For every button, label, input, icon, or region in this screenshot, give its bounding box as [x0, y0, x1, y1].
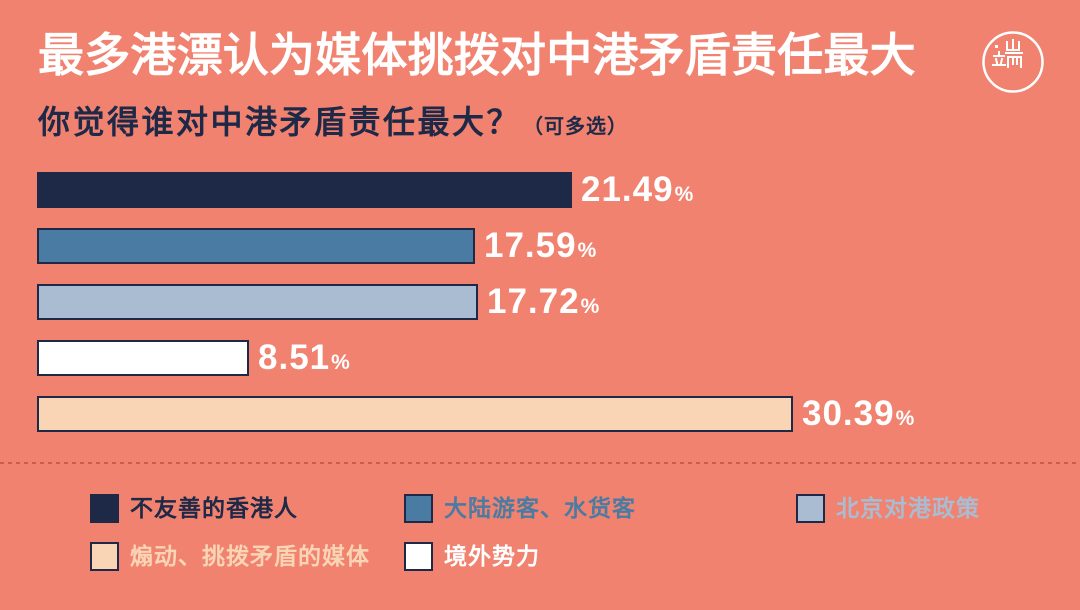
legend-label: 境外势力 [444, 543, 540, 569]
initium-logo-icon [982, 31, 1044, 93]
value-number: 17.59 [484, 226, 577, 265]
legend-swatch [404, 494, 433, 523]
value-label-foreign-forces: 8.51% [258, 340, 350, 376]
value-label-beijing-hk-policy: 17.72% [487, 284, 599, 320]
legend-swatch [90, 494, 119, 523]
value-number: 30.39 [802, 394, 895, 433]
legend-label: 煽动、挑拨矛盾的媒体 [130, 543, 370, 569]
value-number: 17.72 [487, 282, 580, 321]
value-label-mainland-tourists-smugglers: 17.59% [484, 228, 596, 264]
value-label-inciting-media: 30.39% [802, 396, 914, 432]
legend-item-beijing-hk-policy: 北京对港政策 [796, 494, 1066, 523]
value-unit: % [331, 351, 350, 374]
legend-item-unfriendly-hk-people: 不友善的香港人 [90, 494, 390, 523]
legend-label: 北京对港政策 [836, 495, 980, 521]
legend-swatch [404, 542, 433, 571]
legend-swatch [796, 494, 825, 523]
chart-question: 你觉得谁对中港矛盾责任最大？ [38, 104, 522, 140]
value-unit: % [674, 183, 694, 206]
legend-label: 大陆游客、水货客 [444, 495, 636, 521]
legend-label: 不友善的香港人 [130, 495, 298, 521]
value-unit: % [577, 239, 597, 262]
value-number: 8.51 [258, 338, 331, 377]
bar-beijing-hk-policy [37, 284, 478, 320]
dashed-divider [0, 462, 1080, 464]
chart-subtitle: （可多选） [523, 116, 629, 138]
page-title: 最多港漂认为媒体挑拨对中港矛盾责任最大 [38, 29, 916, 81]
legend-swatch [90, 542, 119, 571]
value-unit: % [895, 407, 915, 430]
bar-foreign-forces [37, 340, 249, 376]
bar-mainland-tourists-smugglers [37, 228, 475, 264]
chart-title: 你觉得谁对中港矛盾责任最大？ （可多选） [38, 102, 628, 142]
legend-item-foreign-forces: 境外势力 [404, 542, 704, 571]
bar-chart: 21.49% 17.59% 17.72% 8.51% 30.39% [37, 172, 914, 432]
legend-item-inciting-media: 煽动、挑拨矛盾的媒体 [90, 542, 390, 571]
bar-inciting-media [37, 396, 793, 432]
value-label-unfriendly-hk-people: 21.49% [581, 172, 693, 208]
value-unit: % [580, 295, 600, 318]
value-number: 21.49 [581, 170, 674, 209]
bar-unfriendly-hk-people [37, 172, 572, 208]
legend-item-mainland-tourists-smugglers: 大陆游客、水货客 [404, 494, 704, 523]
